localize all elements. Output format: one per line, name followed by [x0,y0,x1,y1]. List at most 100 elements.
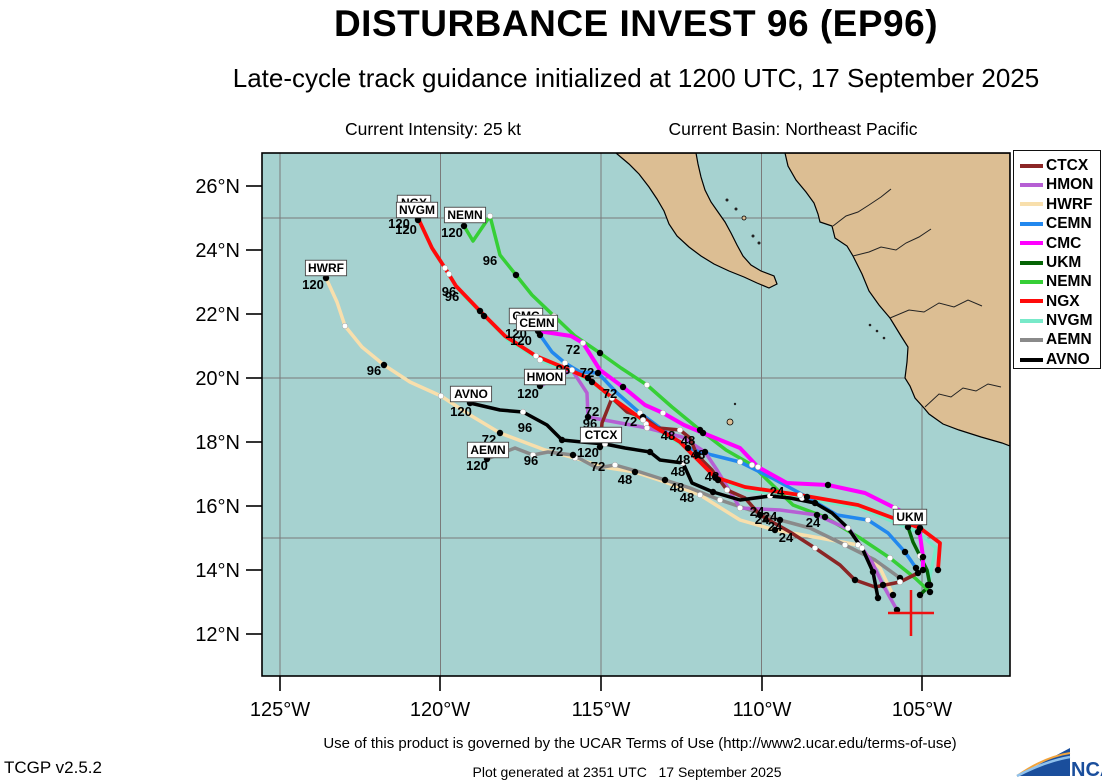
legend-color-swatch [1020,241,1043,246]
state-border-line [832,188,892,227]
track-point-24h-HWRF [771,526,779,534]
model-legend: CTCX HMON HWRF CEMN CMC UKM NEMN NGX NVGM AEMN AVN… [1013,150,1101,369]
latitude-tick-label: 16°N [195,496,240,518]
latitude-tick-label: 24°N [195,240,240,262]
track-point-24h-NGX [916,524,924,532]
current-basin-label: Current Basin: Northeast Pacific [668,119,918,139]
forecast-hour-label: 120 [395,222,417,237]
track-point-24h-HWRF [889,591,897,599]
ncar-logo-swoosh-blue [1016,755,1071,778]
track-point-12h-NGX [639,416,647,424]
forecast-hour-label: 24 [806,515,821,530]
island [868,323,872,327]
track-point-12h-AEMN [611,461,619,469]
track-point-12h-NGX [441,264,449,272]
forecast-hour-label: 96 [483,253,497,268]
model-label-UKM: UKM [892,508,928,526]
track-point-24h-AVNO [811,499,819,507]
forecast-hour-label: 96 [442,284,456,299]
track-point-12h-AVNO [844,524,852,532]
forecast-hour-label: 48 [661,428,675,443]
ncar-logo-text: NCAR [1071,759,1102,780]
forecast-hour-label: 120 [510,333,532,348]
svg-text:AVNO: AVNO [454,387,488,401]
model-label-CTCX: CTCX [579,426,623,444]
track-point-24h-CTCX [851,576,859,584]
track-point-12h-AEMN [841,541,849,549]
legend-color-swatch [1020,221,1043,226]
track-point-24h-HWRF [496,429,504,437]
svg-text:UKM: UKM [896,510,923,524]
track-point-12h-HMON [643,424,651,432]
track-point-24h-HWRF [322,274,330,282]
forecast-hour-label: 72 [585,404,599,419]
track-point-24h-NVGM [480,312,488,320]
track-point-24h-UKM [904,523,912,531]
track-point-24h-CEMN [803,493,811,501]
latitude-tick-label: 26°N [195,176,240,198]
legend-model-name: NEMN [1046,273,1092,291]
forecast-hour-label: 72 [603,386,617,401]
legend-color-swatch [1020,202,1043,207]
track-NGX [416,216,942,572]
forecast-hour-label: 24 [770,484,785,499]
track-point-12h-NGX [796,491,804,499]
legend-color-swatch [1020,163,1043,168]
model-label-CEMN: CEMN [515,314,559,332]
legend-item-CEMN: CEMN [1014,214,1100,233]
track-point-12h-AEMN [716,496,724,504]
track-point-12h-HWRF [854,541,862,549]
forecast-hour-label: 96 [524,453,538,468]
legend-item-HMON: HMON [1014,175,1100,194]
latitude-tick-label: 18°N [195,432,240,454]
state-border-line [852,228,932,257]
track-point-24h-HMON [584,413,592,421]
latitude-tick-label: 12°N [195,624,240,646]
model-label-NEMN: NEMN [443,206,487,224]
track-point-12h-CMC [659,409,667,417]
svg-text:NVGM: NVGM [399,203,435,217]
forecast-hour-label: 120 [388,216,410,231]
legend-item-AVNO: AVNO [1014,350,1100,369]
track-point-12h-CEMN [864,516,872,524]
track-point-24h-CMC [699,429,707,437]
legend-item-HWRF: HWRF [1014,195,1100,214]
forecast-hour-label: 48 [705,469,719,484]
track-point-24h-AEMN [569,451,577,459]
track-point-24h-CTCX [914,569,922,577]
legend-color-swatch [1020,357,1043,362]
state-border-line [889,299,983,319]
track-point-12h-AVNO [679,459,687,467]
latitude-tick-label: 22°N [195,304,240,326]
track-point-24h-CMC [919,566,927,574]
legend-model-name: NGX [1046,292,1080,310]
forecast-hour-label: 48 [676,452,690,467]
track-point-24h-HMON [879,581,887,589]
track-point-12h-CTCX [676,426,684,434]
state-border-line [924,383,1002,408]
legend-color-swatch [1020,338,1043,343]
track-point-24h-NEMN [596,349,604,357]
track-point-24h-AVNO [709,488,717,496]
current-intensity-label: Current Intensity: 25 kt [344,119,522,139]
track-point-12h-CMC [754,463,762,471]
model-label-AEMN: AEMN [466,441,510,459]
forecast-hour-label: 96 [518,420,532,435]
track-point-12h-NVGM [445,270,453,278]
legend-color-swatch [1020,260,1043,265]
track-point-12h-NEMN [748,461,756,469]
forecast-hour-label: 72 [566,342,580,357]
model-label-HMON: HMON [523,368,567,386]
track-point-24h-AVNO [874,594,882,602]
track-point-24h-NGX [934,566,942,574]
track-point-24h-UKM [926,581,934,589]
legend-item-CMC: CMC [1014,234,1100,253]
track-point-12h-CEMN [736,458,744,466]
track-point-12h-HWRF [437,392,445,400]
forecast-hour-label: 48 [671,464,685,479]
forecast-hour-label: 24 [768,519,783,534]
island [726,418,734,426]
track-point-24h-HMON [893,606,901,614]
forecast-hour-label: 72 [591,459,605,474]
